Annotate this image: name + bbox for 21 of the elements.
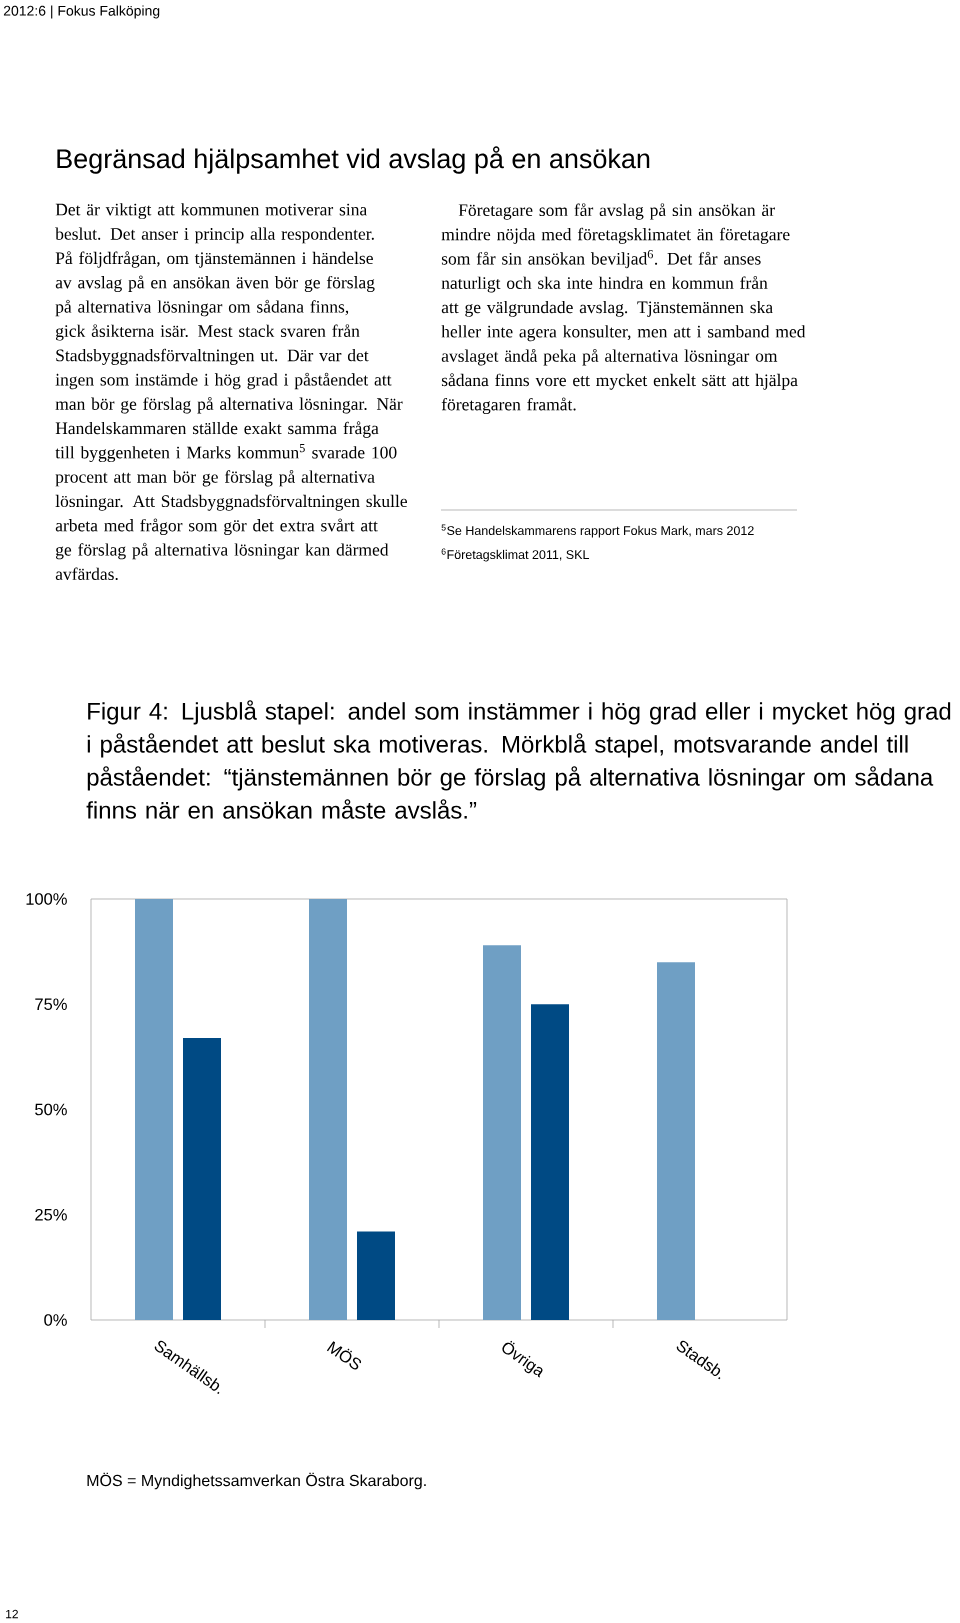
- text: Det är viktigt att kommunen motiverar sina beslut. Det anser i princip alla respondenter. På följdfrågan, om tjänstemännen i händelse av avslag på en ansökan även bör ge förslag på alternativa lösningar om sådana finns, gick åsikterna isär. Mest stack svaren från Stadsbyggnadsförvaltningen ut. Där var det ingen som instämde i hög grad i påståendet att man bör ge förslag på alternativa lösningar. När Handelskammaren ställde exakt samma fråga till byggenheten i Marks kommun$^{5}$ svarade 100 procent att man bör ge förslag på alternativa lösningar. Att Stadsbyggnadsförvaltningen skulle arbeta med frågor som gör det extra svårt att ge förslag på alternativa lösningar kan därmed avfärdas.: [55, 203, 408, 581]
- bar: [483, 945, 521, 1320]
- text: $^{6}$Företagsklimat 2011, SKL: [441, 548, 590, 562]
- text: 2012:6 | Fokus Falköping: [3, 5, 160, 19]
- y-tick-label: 25%: [35, 1208, 67, 1221]
- y-tick-label: 0%: [44, 1314, 67, 1326]
- bar: [357, 1231, 395, 1320]
- bar: [531, 1004, 569, 1320]
- text: 12: [6, 1609, 18, 1619]
- bar: [309, 899, 347, 1320]
- text: $^{5}$Se Handelskammarens rapport Fokus Mark, mars 2012: [441, 524, 754, 538]
- y-tick-label: 100%: [26, 893, 67, 905]
- bar: [135, 899, 173, 1320]
- bar: [657, 962, 695, 1320]
- text: Företagare som får avslag på sin ansökan är mindre nöjda med företagsklimatet än företagare som får sin ansökan beviljad$^{6}$. Det får anses naturligt och ska inte hindra en kommun från att ge välgrundade avslag. Tjänstemännen ska heller inte agera konsulter, men att i samband med avslaget ändå peka på alternativa lösningar om sådana finns vore ett mycket enkelt sätt att hjälpa företagaren framåt.: [441, 203, 806, 415]
- bar: [183, 1037, 221, 1320]
- text: Begränsad hjälpsamhet vid avslag på en ansökan: [57, 146, 650, 174]
- text: MÖS = Myndighetssamverkan Östra Skaraborg.: [87, 1472, 426, 1490]
- chart-title: Figur 4: Ljusblå stapel: andel som instämmer i hög grad eller i mycket hög grad i påståendet att beslut ska motiveras. Mörkblå stapel, motsvarande andel till påståendet: “tjänstemännen bör ge förslag på alternativa lösningar om sådana finns när en ansökan måste avslås.”: [86, 700, 951, 819]
- y-tick-label: 75%: [35, 998, 67, 1011]
- y-tick-label: 50%: [35, 1103, 67, 1116]
